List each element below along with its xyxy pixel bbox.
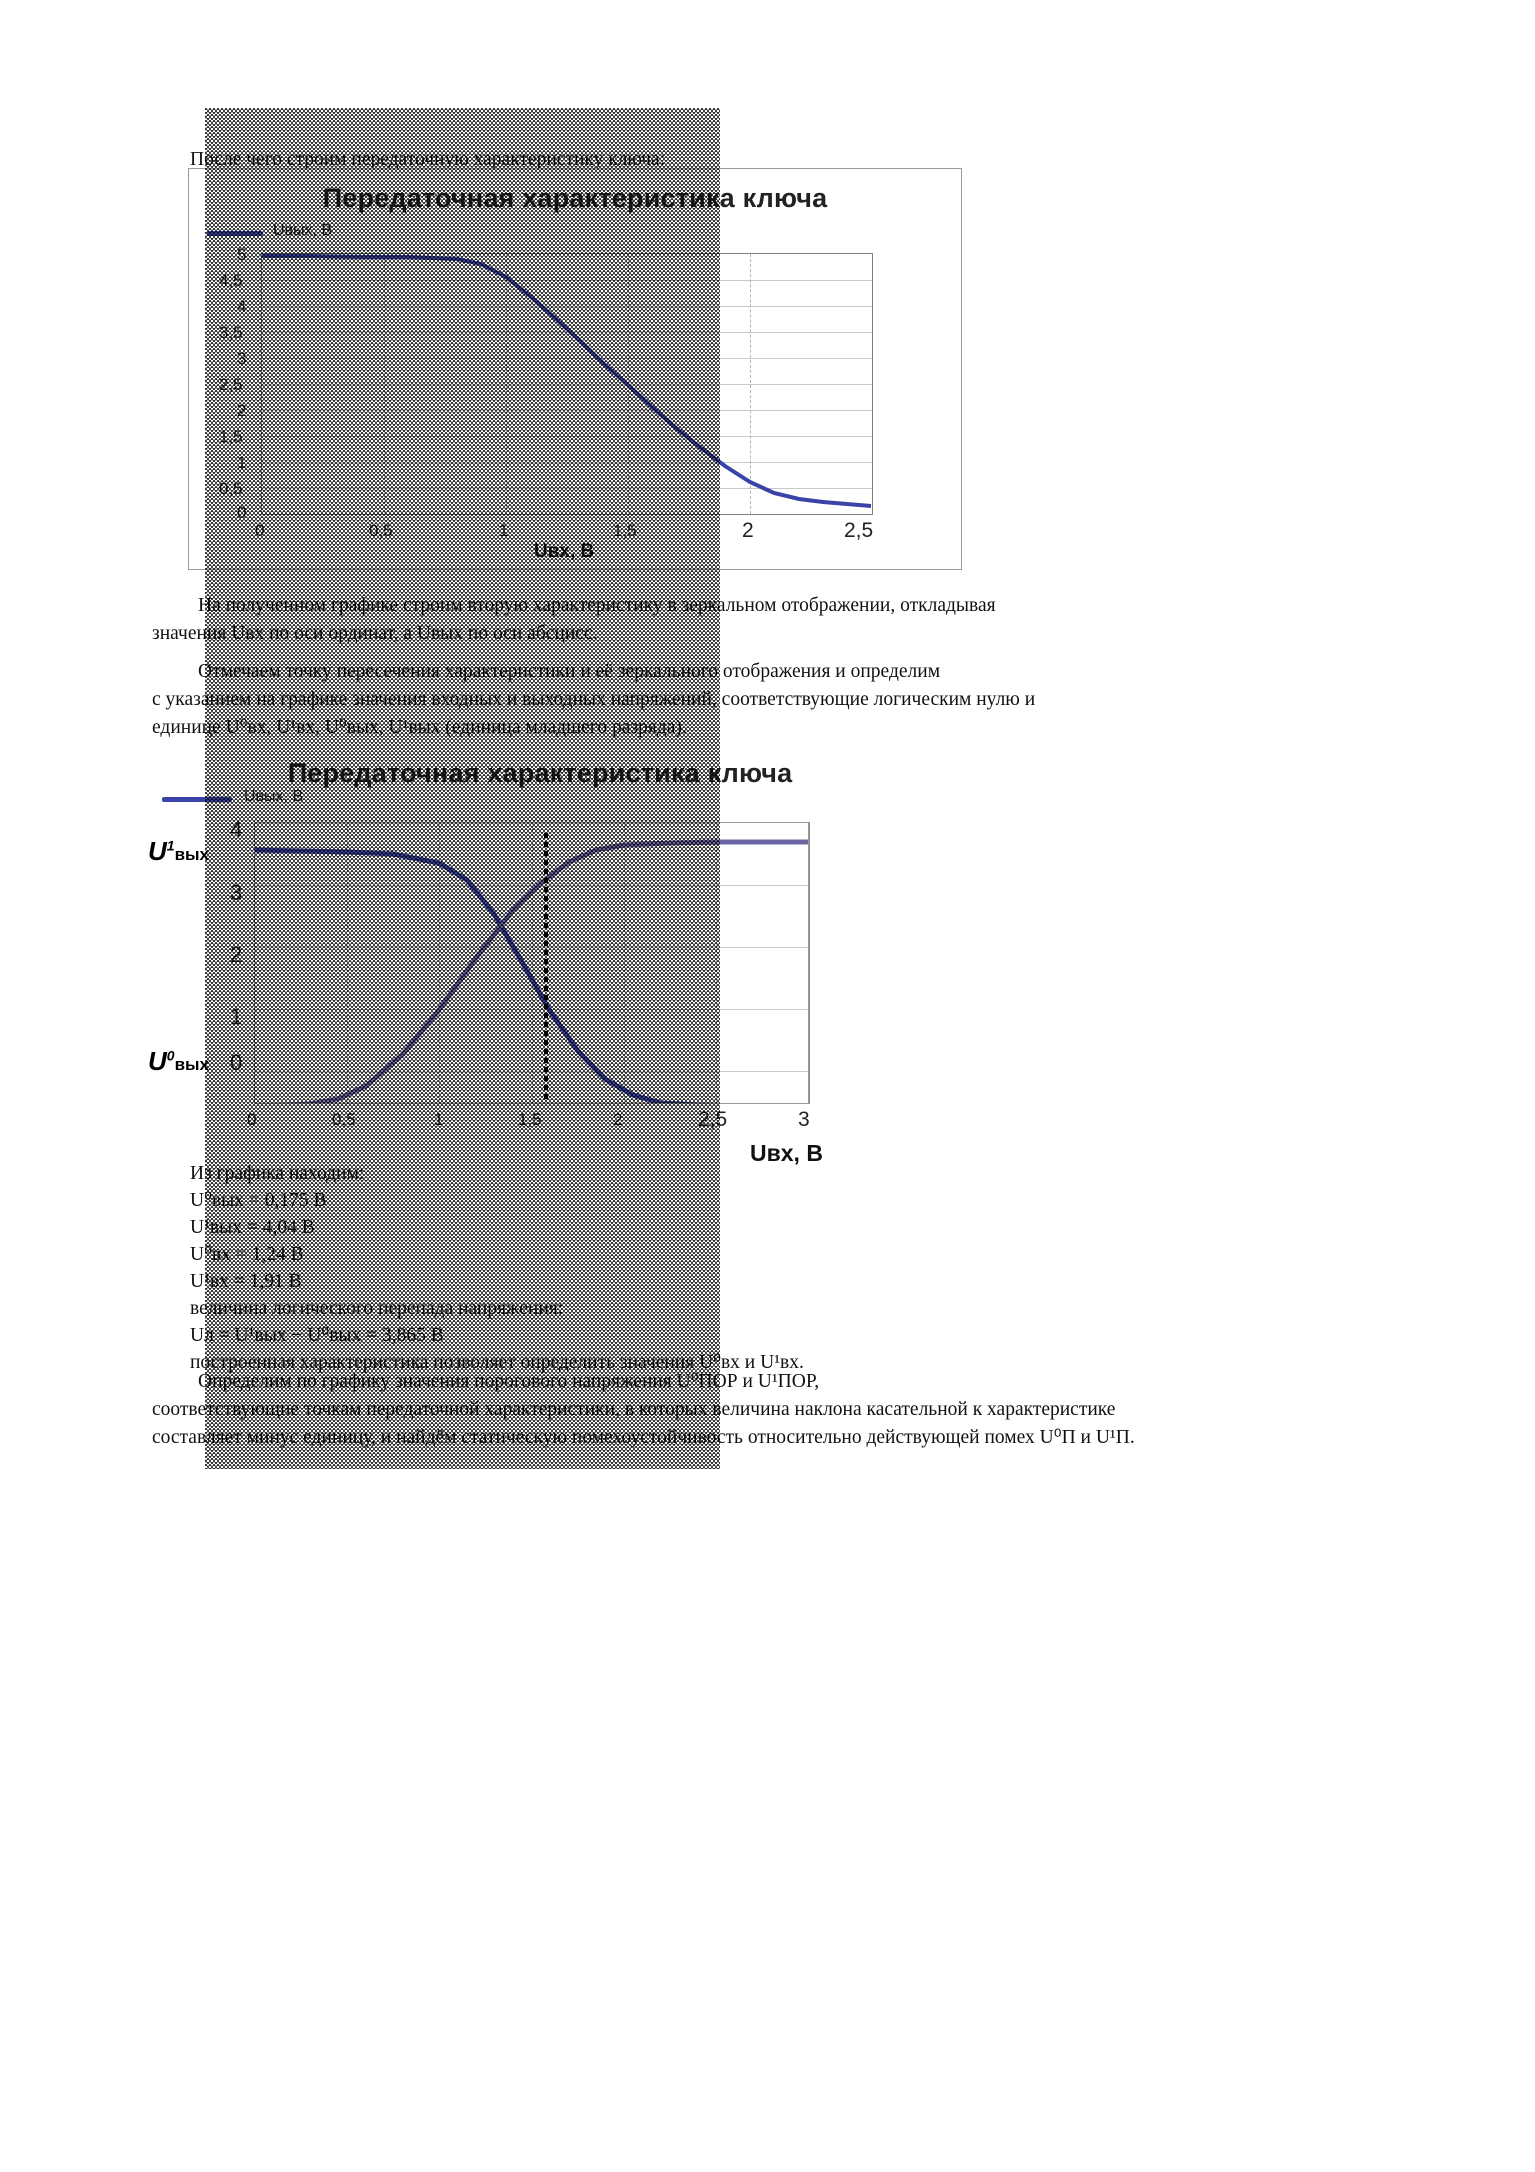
chart-2-xtick: 0,5 bbox=[332, 1110, 356, 1129]
paragraph-determine-line3: единице U⁰вх, U¹вх, U⁰вых, U¹вых (единиц… bbox=[152, 717, 687, 738]
paragraph-results: Из графика находим: U⁰вых = 0,175 В U¹вы… bbox=[190, 1160, 1390, 1376]
chart-2-ytick: 4 bbox=[230, 817, 243, 842]
chart-2-xtick: 0 bbox=[247, 1110, 257, 1129]
result-u0-in: U⁰вх = 1,24 В bbox=[190, 1244, 304, 1265]
chart-1-ytick: 4 bbox=[237, 297, 247, 316]
chart-2-ytick: 0 bbox=[230, 1050, 243, 1075]
chart-1-xtick: 2,5 bbox=[844, 519, 874, 542]
chart-1-xaxis-title: Uвх, В bbox=[534, 541, 595, 562]
paragraph-determine: Отмечаем точку пересечения характеристик… bbox=[152, 658, 1384, 742]
chart-2-outer-border bbox=[710, 822, 809, 1104]
chart-1-legend-swatch bbox=[207, 231, 263, 236]
result-u1-out: U¹вых = 4,04 В bbox=[190, 1217, 315, 1238]
results-header: Из графика находим: bbox=[190, 1163, 365, 1184]
chart-2-ytick: 1 bbox=[230, 1004, 243, 1029]
chart-1-ytick: 0,5 bbox=[219, 479, 243, 498]
chart-1-xtick: 0,5 bbox=[369, 521, 393, 540]
paragraph-threshold: Определим по графику значения порогового… bbox=[152, 1368, 1384, 1452]
chart-2-title: Передаточная характеристика ключа bbox=[287, 758, 793, 788]
result-u1-in: U¹вх = 1,91 В bbox=[190, 1271, 302, 1292]
chart-1-legend-label: Uвых, В bbox=[273, 222, 333, 239]
chart-1-frame: Передаточная характеристика ключа Uвых, … bbox=[188, 168, 962, 570]
chart-1-plot-area bbox=[261, 253, 873, 515]
chart-2-xtick: 2 bbox=[613, 1110, 623, 1129]
paragraph-threshold-line1: Определим по графику значения порогового… bbox=[198, 1371, 820, 1392]
chart-1-title: Передаточная характеристика ключа bbox=[322, 183, 828, 213]
paragraph-mirror: На полученном графике строим вторую хара… bbox=[152, 592, 1384, 648]
chart-1-ytick: 2,5 bbox=[219, 375, 243, 394]
chart-2-xtick: 1 bbox=[434, 1110, 444, 1129]
chart-1-ytick: 5 bbox=[237, 245, 247, 264]
paragraph-threshold-line2: соответствующие точкам передаточной хара… bbox=[152, 1399, 1116, 1420]
chart-2-ytick: 3 bbox=[230, 880, 243, 905]
chart-1-ytick: 3,5 bbox=[219, 323, 243, 342]
chart-1-series-uout bbox=[262, 254, 872, 508]
result-swing-value: Uл = U¹вых − U⁰вых = 3,865 В bbox=[190, 1325, 444, 1346]
paragraph-mirror-line1: На полученном графике строим вторую хара… bbox=[198, 595, 996, 616]
chart-2-legend-swatch bbox=[162, 797, 232, 802]
chart-2-xtick: 1,5 bbox=[518, 1110, 542, 1129]
paragraph-determine-line2: с указанием на графике значения входных … bbox=[152, 689, 1036, 710]
paragraph-threshold-line3: составляет минус единицу, и найдём стати… bbox=[152, 1427, 1135, 1448]
result-swing-label: величина логического перепада напряжения… bbox=[190, 1298, 564, 1319]
chart-2-legend-label: Uвых, В bbox=[244, 788, 304, 805]
chart-1-xtick: 1 bbox=[499, 521, 509, 540]
chart-2-ytick: 2 bbox=[230, 942, 243, 967]
chart-2-xtick: 3 bbox=[798, 1108, 810, 1131]
chart-1-xtick: 1,5 bbox=[613, 521, 637, 540]
chart-1-xtick: 2 bbox=[742, 519, 754, 542]
annotation-u0-out: U0вых bbox=[148, 1046, 210, 1076]
chart-1-gridline bbox=[750, 254, 752, 514]
chart-2-xtick: 2,5 bbox=[698, 1108, 728, 1131]
chart-1-ytick: 2 bbox=[237, 401, 247, 420]
chart-1-ytick: 1 bbox=[237, 453, 247, 472]
chart-1-ytick: 0 bbox=[237, 503, 247, 522]
result-u0-out: U⁰вых = 0,175 В bbox=[190, 1190, 327, 1211]
chart-1-ytick: 1,5 bbox=[219, 427, 243, 446]
paragraph-mirror-line2: значения Uвх по оси ординат, а Uвых по о… bbox=[152, 623, 598, 644]
chart-2-xaxis-title: Uвх, В bbox=[750, 1140, 823, 1166]
chart-1-xtick: 0 bbox=[255, 521, 265, 540]
chart-1-ytick: 4,5 bbox=[219, 271, 243, 290]
paragraph-intro-text: После чего строим передаточную характери… bbox=[190, 149, 666, 170]
paragraph-determine-line1: Отмечаем точку пересечения характеристик… bbox=[198, 661, 941, 682]
annotation-u1-out: U1вых bbox=[148, 836, 210, 866]
chart-1-ytick: 3 bbox=[237, 349, 247, 368]
